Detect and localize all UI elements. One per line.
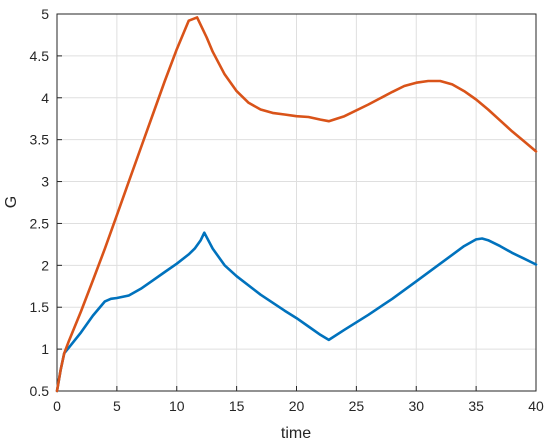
y-tick-label: 1.5 [30, 299, 50, 315]
series-line-1 [55, 231, 538, 393]
x-tick-label: 35 [468, 398, 484, 414]
series-line-2 [55, 16, 538, 393]
y-tick-label: 4.5 [30, 48, 50, 64]
x-tick-label: 15 [229, 398, 245, 414]
x-tick-label: 10 [169, 398, 185, 414]
x-tick-label: 30 [408, 398, 424, 414]
x-tick-label: 40 [528, 398, 544, 414]
y-tick-label: 2.5 [30, 215, 50, 231]
ticks: 0 5 10 15 20 25 30 35 40 0.5 1 1.5 2 2.5 3 3.5 4 4.5 5 [30, 6, 544, 414]
y-tick-label: 3.5 [30, 132, 50, 148]
y-tick-label: 0.5 [30, 383, 50, 399]
y-tick-label: 1 [41, 341, 49, 357]
y-tick-label: 4 [41, 90, 49, 106]
series [55, 16, 538, 393]
x-axis-label: time [281, 425, 311, 442]
y-axis-label: G [3, 196, 20, 208]
y-tick-label: 5 [41, 6, 49, 22]
y-tick-label: 3 [41, 174, 49, 190]
x-tick-label: 20 [289, 398, 305, 414]
y-tick-label: 2 [41, 257, 49, 273]
x-tick-label: 5 [113, 398, 121, 414]
x-tick-label: 25 [349, 398, 365, 414]
x-tick-label: 0 [53, 398, 61, 414]
